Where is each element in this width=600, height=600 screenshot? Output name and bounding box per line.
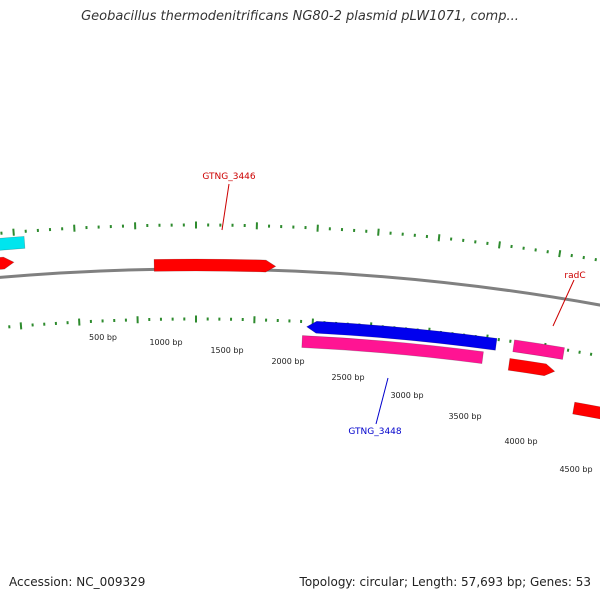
tick-label-2500: 2500 bp <box>331 373 364 382</box>
tick-label-4500: 4500 bp <box>559 465 592 474</box>
major-tick <box>19 322 23 330</box>
gene-feature-gtng-3448-blue[interactable] <box>306 320 498 351</box>
major-tick <box>12 228 15 236</box>
tick-label-1000: 1000 bp <box>149 338 182 347</box>
gene-label-leader <box>552 279 575 327</box>
plasmid-backbone <box>0 267 600 307</box>
gene-label-gtng-3446[interactable]: GTNG_3446 <box>202 172 256 231</box>
outer-tick-track <box>0 221 597 262</box>
gene-label-radc[interactable]: radC <box>552 271 586 327</box>
minor-tick <box>594 257 597 262</box>
major-tick <box>377 228 380 236</box>
gene-feature-cyan[interactable] <box>0 236 26 261</box>
gene-label-leader <box>221 183 230 231</box>
major-tick <box>498 241 501 249</box>
gene-label-leader <box>375 377 389 425</box>
major-tick <box>437 234 441 242</box>
tick-label-3000: 3000 bp <box>390 391 423 400</box>
gene-feature-radc-red[interactable] <box>507 358 556 377</box>
tick-label-4000: 4000 bp <box>504 437 537 446</box>
minor-tick <box>589 352 593 356</box>
map-title: Geobacillus thermodenitrificans NG80-2 p… <box>81 9 519 24</box>
map-stats-text: Topology: circular; Length: 57,693 bp; G… <box>299 575 591 589</box>
gene-label-text: radC <box>564 271 585 281</box>
gene-features <box>0 236 600 432</box>
gene-label-gtng-3448[interactable]: GTNG_3448 <box>348 377 402 437</box>
gene-feature-radc-pink[interactable] <box>512 339 565 360</box>
gene-feature-red[interactable] <box>0 256 15 281</box>
gene-label-text: GTNG_3448 <box>348 427 402 437</box>
gene-label-text: GTNG_3446 <box>202 172 256 182</box>
tick-label-1500: 1500 bp <box>210 346 243 355</box>
major-tick <box>558 250 562 258</box>
gene-feature-red-edge[interactable] <box>572 401 600 432</box>
tick-label-3500: 3500 bp <box>448 412 481 421</box>
minor-tick <box>582 255 585 260</box>
gene-feature-gtng-3446[interactable] <box>153 258 277 273</box>
minor-tick <box>566 348 570 352</box>
tick-label-500: 500 bp <box>89 333 117 342</box>
accession-text: Accession: NC_009329 <box>9 575 146 589</box>
minor-tick <box>578 350 581 354</box>
tick-label-2000: 2000 bp <box>271 357 304 366</box>
gene-feature-gtng-3448-pink[interactable] <box>301 335 484 364</box>
